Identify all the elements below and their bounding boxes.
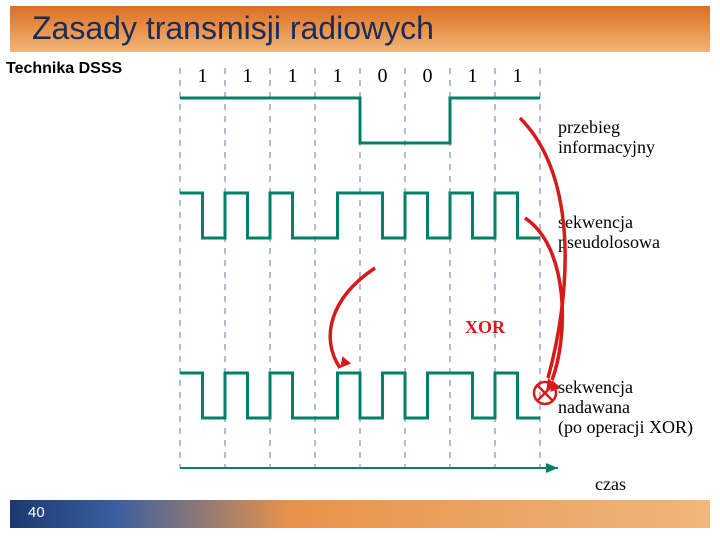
svg-text:sekwencja: sekwencja (558, 212, 633, 232)
svg-text:informacyjny: informacyjny (558, 137, 655, 157)
svg-text:1: 1 (288, 65, 298, 87)
subtitle: Technika DSSS (6, 60, 122, 78)
svg-text:1: 1 (333, 65, 343, 87)
page-title: Zasady transmisji radiowych (32, 10, 434, 47)
svg-text:1: 1 (243, 65, 253, 87)
svg-text:czas: czas (595, 474, 626, 494)
dsss-diagram: 1 1 1 1 0 0 1 1 czas przebieginformacyjny sekwencj… (150, 58, 710, 498)
svg-text:1: 1 (513, 65, 523, 87)
page-number: 40 (28, 504, 45, 521)
svg-text:0: 0 (423, 65, 433, 87)
svg-text:(po operacji XOR): (po operacji XOR) (558, 417, 693, 438)
svg-text:przebieg: przebieg (558, 117, 620, 137)
svg-text:1: 1 (468, 65, 478, 87)
svg-text:sekwencja: sekwencja (558, 377, 633, 397)
svg-text:pseudolosowa: pseudolosowa (558, 232, 660, 252)
svg-text:nadawana: nadawana (558, 397, 630, 417)
svg-text:XOR: XOR (465, 317, 506, 337)
svg-text:1: 1 (198, 65, 208, 87)
footer-bar: 40 (10, 500, 710, 528)
svg-text:0: 0 (378, 65, 388, 87)
header-bar: Zasady transmisji radiowych (10, 6, 710, 52)
